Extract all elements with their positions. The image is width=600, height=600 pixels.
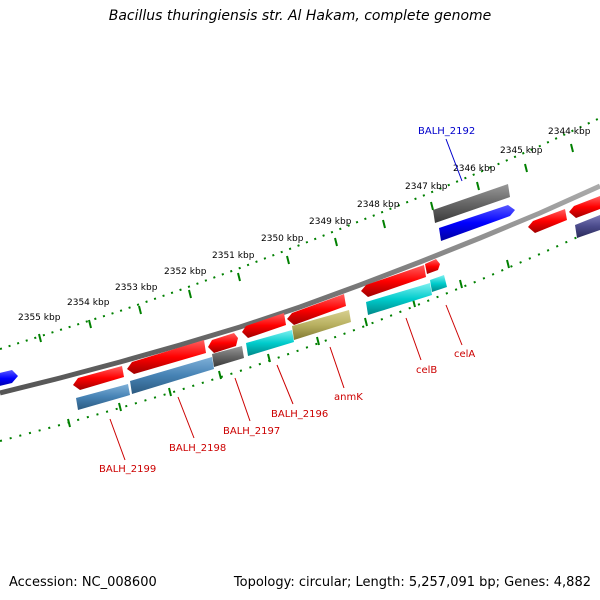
- gene-slate-right: [575, 215, 600, 238]
- tick-label-2348: 2348 kbp: [357, 200, 400, 210]
- label-connectors: [109, 138, 463, 461]
- gene-cela-red: [425, 259, 440, 274]
- gene-balh-2192-gray: [433, 184, 510, 223]
- gene-label-cela: celA: [454, 349, 475, 360]
- gene-balh-2196-red: [242, 313, 286, 338]
- gene-label-balh-2196: BALH_2196: [271, 409, 328, 420]
- gene-red-right-2: [569, 196, 600, 218]
- tick-label-2349: 2349 kbp: [309, 217, 352, 227]
- gene-label-balh-2199: BALH_2199: [99, 464, 156, 475]
- gene-label-balh-2197: BALH_2197: [223, 426, 280, 437]
- gene-balh-2197-red: [208, 333, 238, 353]
- accession-text: Accession: NC_008600: [9, 575, 157, 590]
- gene-features: [0, 184, 600, 410]
- gene-anmk-red: [287, 294, 346, 325]
- gene-celb-cyan: [366, 283, 432, 315]
- inner-tick-marks: [67, 259, 510, 428]
- tick-label-2346: 2346 kbp: [453, 164, 496, 174]
- kbp-tick-labels: 2344 kbp 2345 kbp 2346 kbp 2347 kbp 2348…: [18, 127, 591, 323]
- gene-label-balh-2192: BALH_2192: [418, 126, 475, 137]
- tick-label-2345: 2345 kbp: [500, 146, 543, 156]
- gene-balh-2192-blue: [439, 205, 515, 241]
- tick-label-2347: 2347 kbp: [405, 182, 448, 192]
- gene-anmk-khaki: [292, 310, 351, 340]
- genome-backbone: [0, 183, 600, 396]
- gene-label-celb: celB: [416, 365, 437, 376]
- major-tick-marks: [38, 143, 574, 343]
- gene-balh-2197-gray: [212, 346, 244, 367]
- genome-title: Bacillus thuringiensis str. Al Hakam, co…: [108, 8, 492, 24]
- gene-labels: BALH_2192 celA celB anmK BALH_2196 BALH_…: [99, 126, 475, 475]
- gene-balh-2198-red: [127, 340, 206, 374]
- topology-text: Topology: circular; Length: 5,257,091 bp…: [233, 575, 591, 590]
- gene-balh-2199-red: [73, 366, 124, 390]
- gene-red-right-1: [528, 209, 567, 233]
- gene-balh-2196-cyan: [246, 330, 294, 356]
- gene-label-anmk: anmK: [334, 392, 363, 403]
- gene-label-balh-2198: BALH_2198: [169, 443, 226, 454]
- gene-balh-2199-steel: [76, 384, 130, 410]
- tick-label-2354: 2354 kbp: [67, 298, 110, 308]
- tick-label-2352: 2352 kbp: [164, 267, 207, 277]
- gene-balh-2198-steel: [130, 357, 214, 394]
- gene-blue-left: [0, 370, 18, 386]
- gene-celb-red: [361, 265, 426, 297]
- tick-label-2353: 2353 kbp: [115, 283, 158, 293]
- tick-label-2350: 2350 kbp: [261, 234, 304, 244]
- tick-label-2355: 2355 kbp: [18, 313, 61, 323]
- gene-cela-cyan: [430, 275, 447, 292]
- tick-label-2351: 2351 kbp: [212, 251, 255, 261]
- tick-label-2344: 2344 kbp: [548, 127, 591, 137]
